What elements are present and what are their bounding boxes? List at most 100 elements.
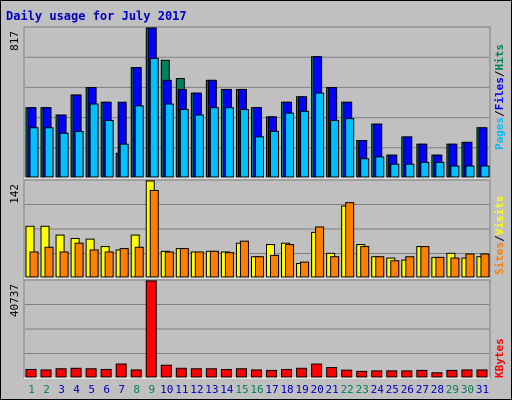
kbytes-bar [235,368,247,378]
pages-bar [179,109,189,178]
sites-bar [450,257,460,278]
pages-bar [74,130,84,178]
pages-bar [104,119,114,178]
kbytes-bar [55,368,67,378]
kbytes-bar [446,369,458,378]
day-label: 31 [476,383,489,396]
sites-bar [315,226,325,278]
pages-bar [345,118,355,178]
pages-bar [315,92,325,178]
kbytes-bar [115,363,127,378]
kbytes-bar [160,364,172,378]
day-label: 9 [148,383,155,396]
visits-ymax-label: 142 [8,184,21,204]
hits-files-pages-legend: Pages/Files/Hits [493,44,506,150]
sites-bar [375,256,385,278]
day-label: 19 [295,383,308,396]
sites-bar [194,251,204,278]
day-label: 3 [58,383,65,396]
day-label: 24 [371,383,385,396]
day-label: 7 [118,383,125,396]
kbytes-bar [431,372,443,378]
day-label: 25 [386,383,399,396]
pages-bar [405,163,415,178]
day-label: 11 [175,383,188,396]
hits-ymax-label: 817 [8,31,21,51]
pages-bar [435,161,445,178]
kbytes-bar [220,368,232,378]
day-label: 17 [265,383,278,396]
sites-bar [59,251,69,278]
legend-sites: Sites [493,242,506,275]
kbytes-bar [100,368,112,378]
sites-bar [465,253,475,278]
pages-bar [480,165,490,178]
kbytes-bar [205,368,217,378]
kbytes-bar [401,370,413,378]
day-label: 16 [250,383,263,396]
kbytes-bar [356,370,368,378]
sites-bar [164,251,174,278]
day-label: 27 [416,383,429,396]
sites-bar [270,254,280,278]
kbytes-bar [130,369,142,378]
day-label: 18 [280,383,293,396]
pages-bar [224,107,234,178]
kbytes-bar [296,367,308,378]
kbytes-bar [266,369,278,378]
kbytes-bar [250,369,262,378]
pages-bar [119,143,129,178]
kbytes-legend: KBytes [493,338,506,378]
sites-bar [179,248,189,278]
legend-separator: / [493,110,506,117]
sites-bar [360,246,370,278]
legend-visits: Visits [493,196,506,236]
kbytes-bar [145,280,157,378]
pages-bar [44,127,54,178]
kbytes-bar [461,369,473,378]
sites-bar [345,202,355,278]
legend-kbytes: KBytes [493,338,506,378]
sites-bar [254,256,264,278]
sites-bar [239,240,249,278]
kbytes-bar [85,368,97,378]
sites-bar [89,249,99,278]
legend-files: Files [493,77,506,110]
pages-bar [29,127,39,178]
sites-bar [405,256,415,278]
sites-bar [224,252,234,278]
kbytes-bar [416,369,428,378]
day-label: 4 [73,383,80,396]
sites-bar [119,248,129,278]
day-label: 28 [431,383,444,396]
sites-bar [390,260,400,278]
sites-bar [330,256,340,278]
pages-bar [285,112,295,178]
kbytes-bar [175,367,187,378]
day-label: 15 [235,383,248,396]
sites-bar [285,244,295,278]
day-label: 26 [401,383,414,396]
sites-bar [420,246,430,278]
kbytes-bar [311,363,323,378]
kbytes-ymax-label: 40737 [8,284,21,317]
pages-bar [330,119,340,178]
kbytes-bar [326,367,338,378]
pages-bar [134,105,144,178]
legend-hits: Hits [493,44,506,71]
day-label: 2 [43,383,50,396]
day-label: 20 [311,383,324,396]
kbytes-bar [25,368,37,378]
chart-title: Daily usage for July 2017 [6,9,187,23]
pages-bar [149,57,159,178]
kbytes-bar [281,368,293,378]
sites-bar [300,261,310,278]
sites-visits-legend: Sites/Visits [493,196,506,276]
day-label: 12 [190,383,203,396]
day-label: 13 [205,383,218,396]
day-label: 6 [103,383,110,396]
kbytes-bar [190,368,202,378]
day-label: 21 [326,383,339,396]
